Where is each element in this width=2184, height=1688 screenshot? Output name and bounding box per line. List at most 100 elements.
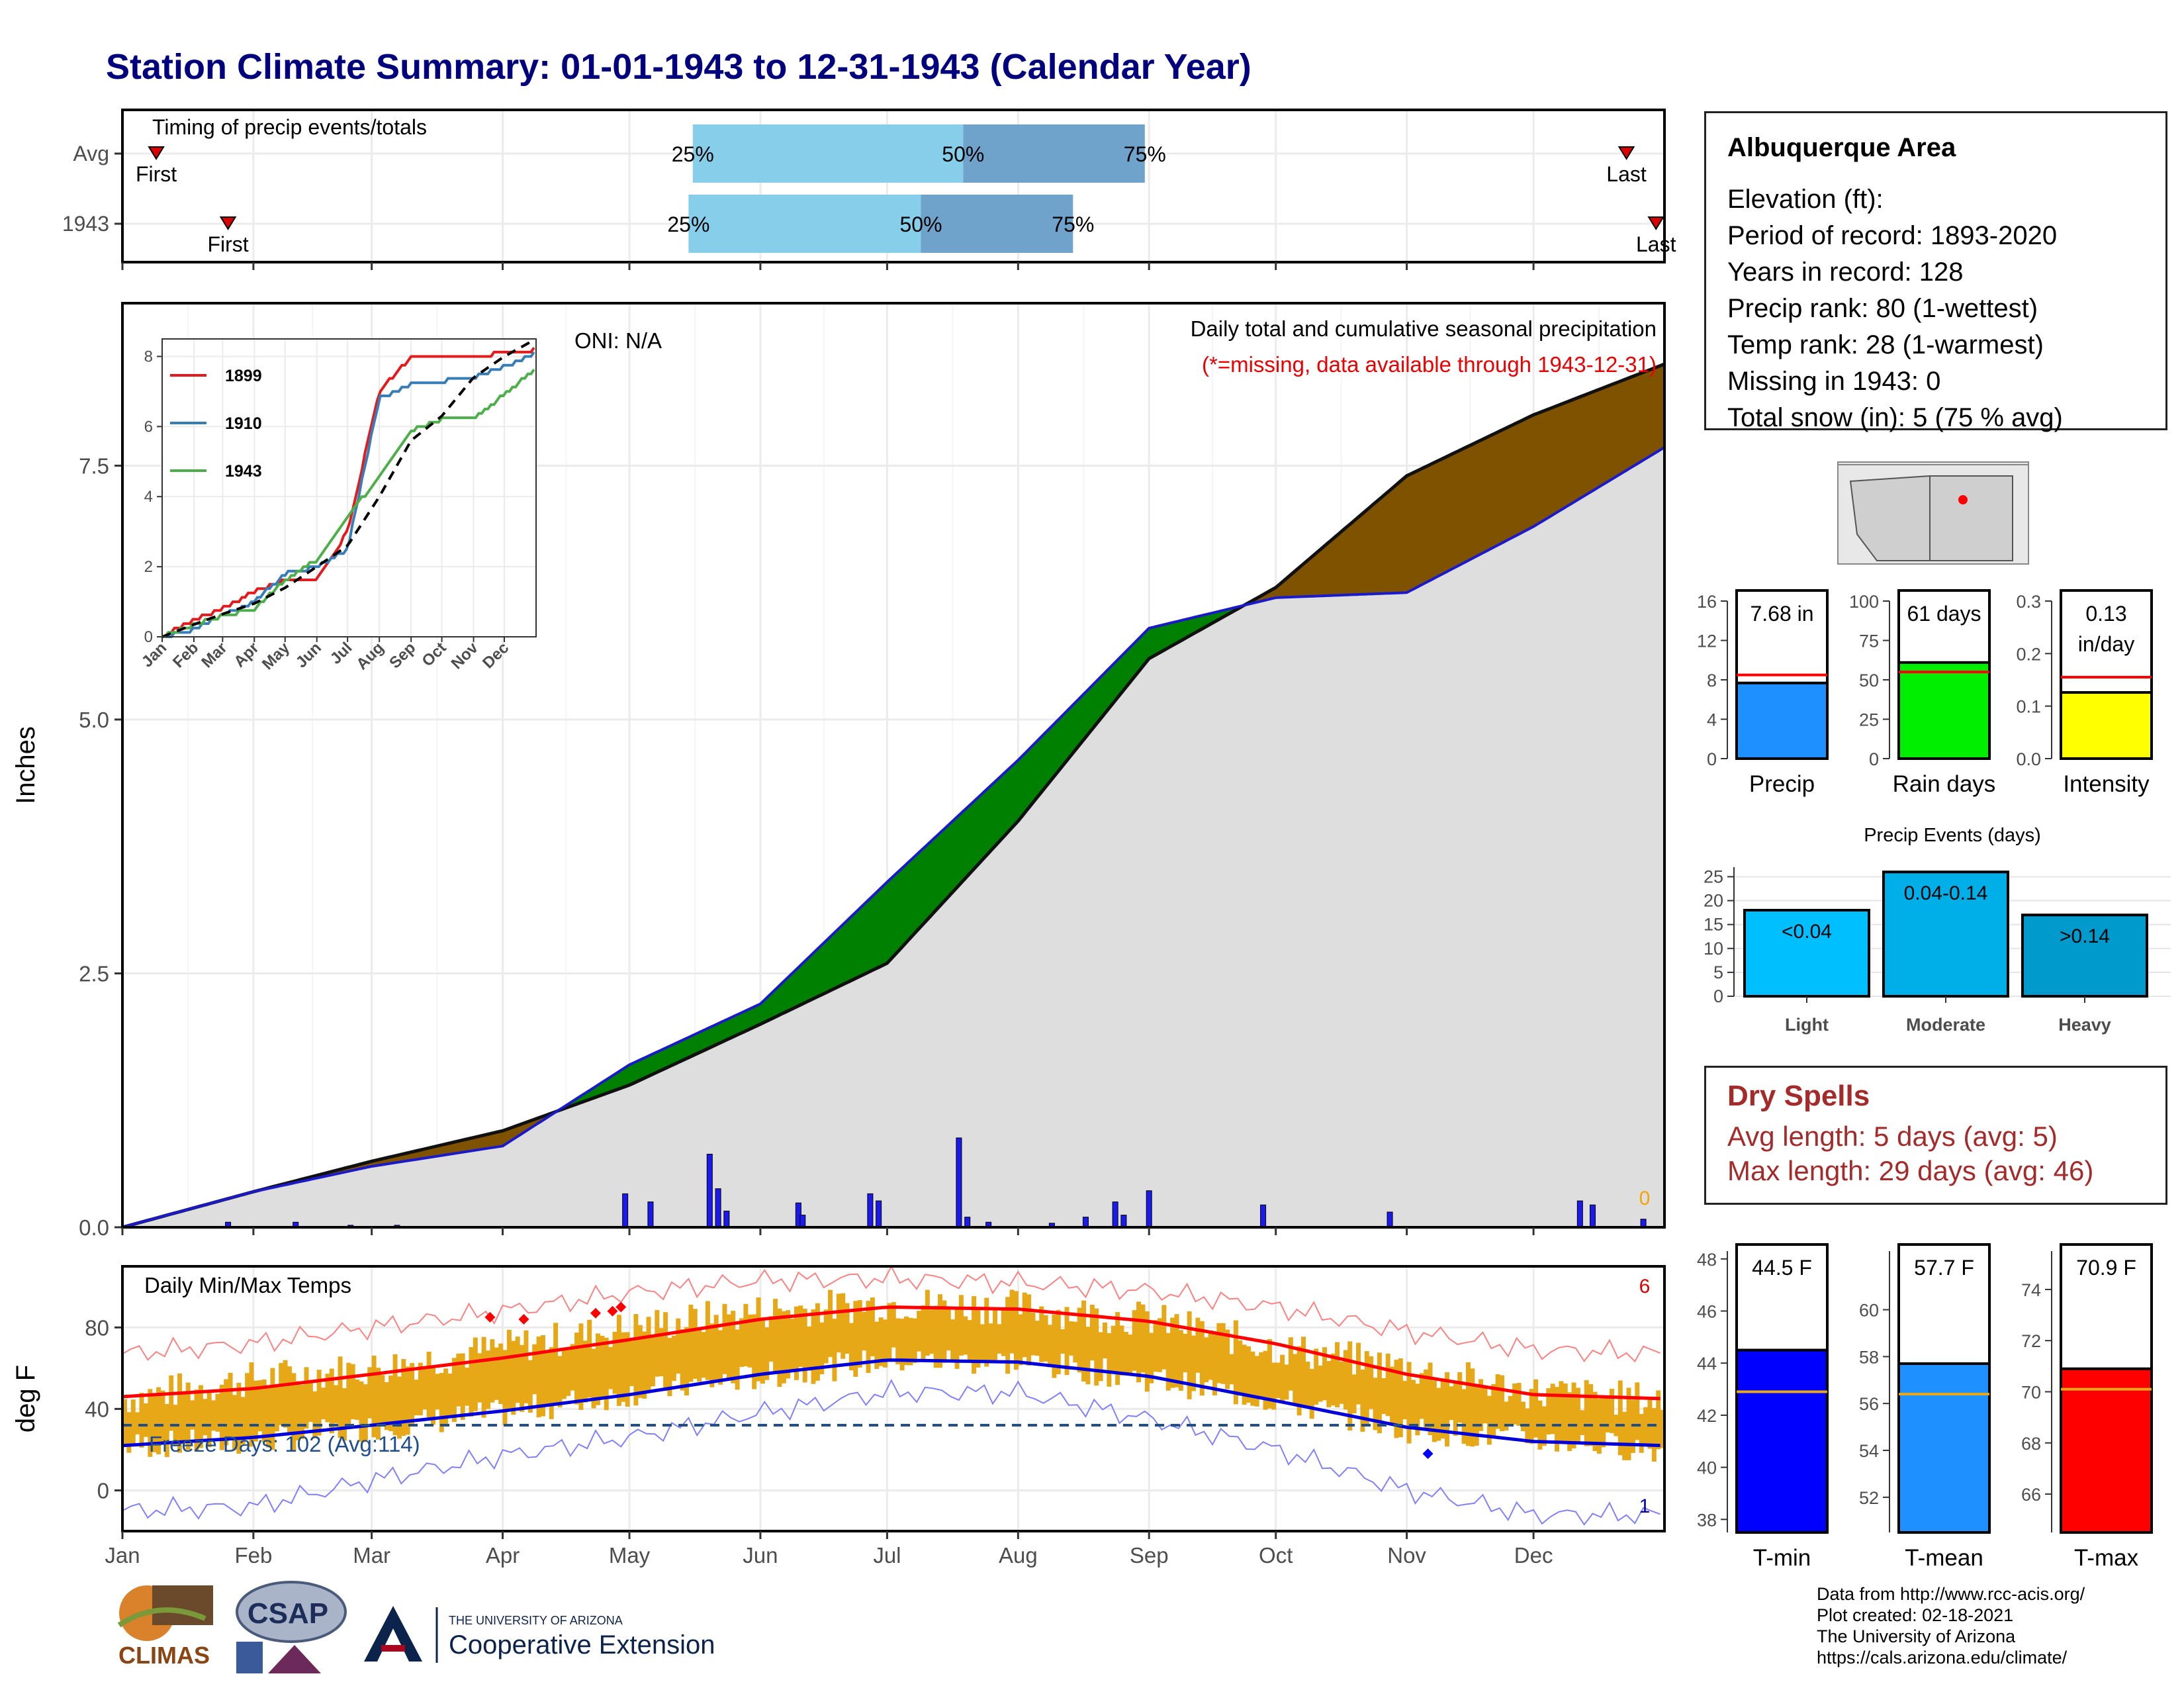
daily-temp-bar xyxy=(1339,1361,1344,1404)
oni-label: ONI: N/A xyxy=(574,328,662,353)
bar-panel-ytick-label: 42 xyxy=(1697,1406,1717,1426)
bar-panel-ytick-label: 0 xyxy=(1707,749,1717,769)
daily-temp-bar xyxy=(1550,1383,1555,1434)
daily-temp-bar xyxy=(1089,1305,1095,1361)
daily-temp-bar xyxy=(1238,1340,1243,1396)
events-bar-light xyxy=(1743,909,1870,998)
temp-frame xyxy=(121,1265,1666,1532)
daily-temp-bar xyxy=(883,1319,888,1368)
precip-ytick-label: 5.0 xyxy=(79,708,109,732)
daily-temp-bar xyxy=(439,1373,444,1432)
daily-temp-bar xyxy=(870,1297,875,1356)
precip-ytick-label: 7.5 xyxy=(79,453,109,478)
temp-ytick-label: 0 xyxy=(97,1478,109,1503)
daily-temp-bar xyxy=(578,1323,584,1410)
station-info-box: Albuquerque Area Elevation (ft): Period … xyxy=(1704,111,2167,432)
daily-temp-bar xyxy=(1449,1386,1454,1421)
bar-panel-ytick-label: 0.1 xyxy=(2016,697,2041,717)
daily-temp-bar xyxy=(747,1314,752,1368)
events-xtick-label: Light xyxy=(1785,1015,1829,1035)
daily-temp-bar xyxy=(722,1303,727,1374)
daily-temp-bar xyxy=(587,1319,592,1398)
daily-temp-bar xyxy=(1111,1325,1116,1372)
daily-temp-bar xyxy=(798,1305,803,1367)
daily-temp-bar xyxy=(473,1337,478,1411)
ua-extension-logo: THE UNIVERSITY OF ARIZONA Cooperative Ex… xyxy=(360,1605,715,1664)
daily-temp-bar xyxy=(443,1368,449,1425)
daily-temp-bar xyxy=(637,1325,643,1398)
daily-temp-bar xyxy=(1056,1309,1061,1375)
daily-temp-bar xyxy=(465,1368,470,1406)
daily-temp-bar xyxy=(1394,1360,1399,1438)
daily-temp-bar xyxy=(655,1310,660,1377)
daily-temp-bar xyxy=(355,1380,360,1420)
daily-temp-bar xyxy=(997,1324,1002,1354)
daily-temp-bar xyxy=(1402,1381,1408,1420)
daily-temp-bar xyxy=(308,1382,313,1422)
daily-temp-bar xyxy=(950,1319,956,1362)
daily-temp-bar xyxy=(743,1303,749,1367)
daily-precip-bar xyxy=(622,1193,629,1228)
daily-temp-bar xyxy=(1018,1314,1023,1366)
bar-name-label: Precip xyxy=(1749,771,1815,797)
daily-temp-bar xyxy=(1216,1323,1222,1383)
daily-temp-bar xyxy=(1465,1362,1471,1446)
month-label-jul: Jul xyxy=(873,1543,901,1568)
daily-temp-bar xyxy=(359,1381,364,1442)
daily-temp-bar xyxy=(1026,1294,1032,1366)
daily-temp-bar xyxy=(1390,1366,1395,1425)
csap-mountain-shape xyxy=(268,1645,321,1673)
inset-legend-label: 1943 xyxy=(225,462,262,481)
timing-label-25: 25% xyxy=(672,142,714,166)
station-name: Albuquerque Area xyxy=(1727,133,1956,162)
daily-temp-bar xyxy=(1001,1309,1006,1356)
month-label-feb: Feb xyxy=(234,1543,272,1568)
daily-temp-bar xyxy=(848,1323,854,1371)
daily-temp-bar xyxy=(257,1380,263,1432)
daily-temp-bar xyxy=(786,1310,791,1379)
daily-temp-bar xyxy=(811,1309,816,1384)
daily-temp-bar xyxy=(532,1344,537,1395)
daily-temp-bar xyxy=(485,1350,490,1409)
daily-temp-bar xyxy=(752,1314,757,1389)
daily-temp-bar xyxy=(1102,1322,1107,1359)
daily-temp-bar xyxy=(376,1368,381,1440)
daily-temp-bar xyxy=(1280,1354,1285,1402)
daily-temp-bar xyxy=(287,1366,292,1434)
daily-temp-bar xyxy=(316,1370,322,1436)
daily-temp-bar xyxy=(1660,1410,1665,1448)
daily-temp-bar xyxy=(1486,1395,1492,1445)
daily-temp-bar xyxy=(1043,1315,1048,1362)
daily-temp-bar xyxy=(1580,1410,1585,1435)
daily-temp-bar xyxy=(148,1389,153,1457)
daily-temp-bar xyxy=(1508,1395,1513,1425)
climas-logo: CLIMAS xyxy=(117,1585,213,1669)
daily-precip-bar xyxy=(1260,1204,1267,1228)
daily-temp-bar xyxy=(1571,1382,1576,1448)
daily-temp-bar xyxy=(972,1296,977,1374)
daily-temp-bar xyxy=(853,1301,858,1377)
daily-temp-bar xyxy=(604,1337,609,1411)
events-title: Precip Events (days) xyxy=(1864,825,2041,846)
timing-last-marker xyxy=(1617,146,1635,160)
daily-temp-bar xyxy=(122,1399,127,1444)
daily-temp-bar xyxy=(777,1308,782,1387)
daily-temp-bar xyxy=(1165,1333,1171,1391)
daily-temp-bar xyxy=(1229,1354,1234,1385)
daily-temp-bar xyxy=(1174,1314,1179,1387)
daily-temp-bar xyxy=(1123,1331,1128,1376)
daily-temp-bar xyxy=(878,1317,884,1366)
daily-temp-bar xyxy=(1271,1362,1277,1410)
timing-bar-q1 xyxy=(692,124,964,183)
daily-temp-bar xyxy=(790,1319,795,1372)
daily-temp-bar xyxy=(1479,1379,1484,1431)
daily-temp-bar xyxy=(1233,1320,1238,1405)
daily-temp-bar xyxy=(338,1356,343,1438)
bar-panel-ytick-label: 4 xyxy=(1707,710,1717,730)
daily-temp-bar xyxy=(667,1338,672,1397)
events-ytick-label: 0 xyxy=(1713,986,1723,1006)
dry-spells-avg: Avg length: 5 days (avg: 5) xyxy=(1727,1121,2058,1152)
daily-temp-bar xyxy=(1647,1398,1653,1449)
daily-temp-bar xyxy=(633,1314,639,1406)
daily-temp-bar xyxy=(1610,1388,1614,1433)
